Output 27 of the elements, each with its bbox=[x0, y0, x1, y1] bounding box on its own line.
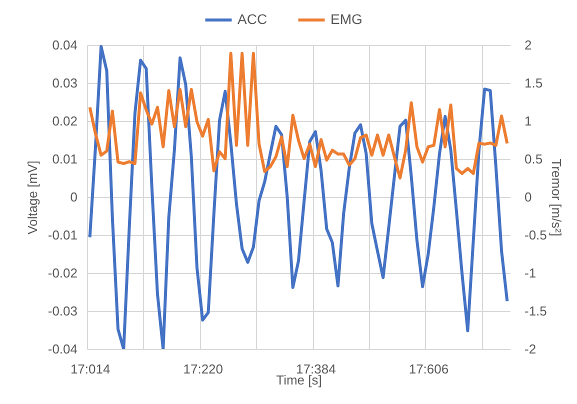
y-axis-title: Voltage [mV] bbox=[24, 160, 40, 234]
y-tick-label: -0.02 bbox=[48, 266, 78, 280]
y-tick-label: 0.04 bbox=[52, 38, 78, 52]
line-series bbox=[88, 52, 509, 180]
y-tick-label: 0.03 bbox=[52, 76, 78, 90]
y-tick-label: 0.01 bbox=[52, 152, 78, 166]
x-tick-label: 17:220 bbox=[183, 362, 224, 376]
x-tick-label: 17:606 bbox=[408, 362, 449, 376]
y2-tick-label: -1 bbox=[524, 266, 536, 280]
y2-tick-label: 0 bbox=[524, 190, 532, 204]
y2-axis-title: Tremor [m/s²] bbox=[548, 158, 564, 236]
legend-label: ACC bbox=[238, 11, 268, 27]
y-tick-label: 0 bbox=[70, 190, 78, 204]
y2-tick-label: 2 bbox=[524, 38, 532, 52]
y2-tick-label: 1.5 bbox=[524, 76, 543, 90]
y-tick-label: -0.03 bbox=[48, 304, 78, 318]
y2-tick-label: -1.5 bbox=[524, 304, 547, 318]
x-tick-label: 17:014 bbox=[70, 362, 110, 376]
legend-label: EMG bbox=[330, 11, 362, 27]
y-tick-label: -0.01 bbox=[48, 228, 78, 242]
y-tick-label: -0.04 bbox=[48, 342, 78, 356]
y-tick-label: 0.02 bbox=[52, 114, 78, 128]
y2-tick-label: 1 bbox=[524, 114, 532, 128]
y2-tick-label: -2 bbox=[524, 342, 536, 356]
line-series bbox=[88, 45, 509, 349]
y2-tick-label: 0.5 bbox=[524, 152, 543, 166]
y2-tick-label: -0.5 bbox=[524, 228, 547, 242]
